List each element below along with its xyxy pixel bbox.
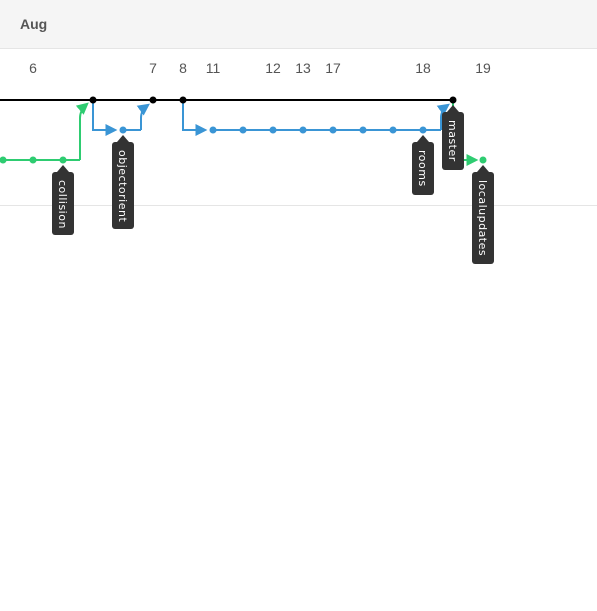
commit-dot[interactable] xyxy=(209,126,217,134)
day-label: 8 xyxy=(179,60,187,76)
branch-tag-label: master xyxy=(446,120,459,162)
commit-dot[interactable] xyxy=(89,96,97,104)
branch-tag-label: objectorient xyxy=(116,150,129,222)
month-header: Aug xyxy=(0,0,597,49)
network-graph-area[interactable] xyxy=(0,49,597,206)
rooms-merge-path xyxy=(436,103,450,130)
commit-dot[interactable] xyxy=(359,126,367,134)
day-label: 11 xyxy=(206,60,221,76)
branch-tag-label: localupdates xyxy=(476,180,489,256)
commit-dot[interactable] xyxy=(239,126,247,134)
commit-dot[interactable] xyxy=(299,126,307,134)
objectorient-merge-path xyxy=(136,103,150,130)
branch-tag-label: collision xyxy=(56,180,69,229)
day-label: 6 xyxy=(29,60,37,76)
branch-tag-label: rooms xyxy=(416,150,429,187)
objectorient-branch-path xyxy=(92,100,118,136)
commit-dot[interactable] xyxy=(179,96,187,104)
day-label: 7 xyxy=(149,60,157,76)
branch-tag-localupdates[interactable]: localupdates xyxy=(472,165,494,264)
day-label: 13 xyxy=(295,60,311,76)
commit-dot[interactable] xyxy=(29,156,37,164)
commit-dot[interactable] xyxy=(269,126,277,134)
commit-dot[interactable] xyxy=(59,156,67,164)
commit-dot[interactable] xyxy=(329,126,337,134)
month-label: Aug xyxy=(20,16,48,32)
commit-dot[interactable] xyxy=(119,126,127,134)
rooms-branch-path xyxy=(182,100,208,136)
commit-dot[interactable] xyxy=(449,96,457,104)
commit-dot[interactable] xyxy=(479,156,487,164)
branch-tag-collision[interactable]: collision xyxy=(52,165,74,235)
day-label: 19 xyxy=(475,60,491,76)
commit-dot[interactable] xyxy=(389,126,397,134)
commit-dot[interactable] xyxy=(0,156,7,164)
branch-tag-rooms[interactable]: rooms xyxy=(412,135,434,195)
day-label: 12 xyxy=(265,60,281,76)
collision-merge-path xyxy=(75,102,89,160)
commit-dot[interactable] xyxy=(419,126,427,134)
branch-tag-master[interactable]: master xyxy=(442,105,464,170)
day-label: 18 xyxy=(415,60,431,76)
day-label: 17 xyxy=(325,60,341,76)
branch-tag-objectorient[interactable]: objectorient xyxy=(112,135,134,229)
commit-dot[interactable] xyxy=(149,96,157,104)
